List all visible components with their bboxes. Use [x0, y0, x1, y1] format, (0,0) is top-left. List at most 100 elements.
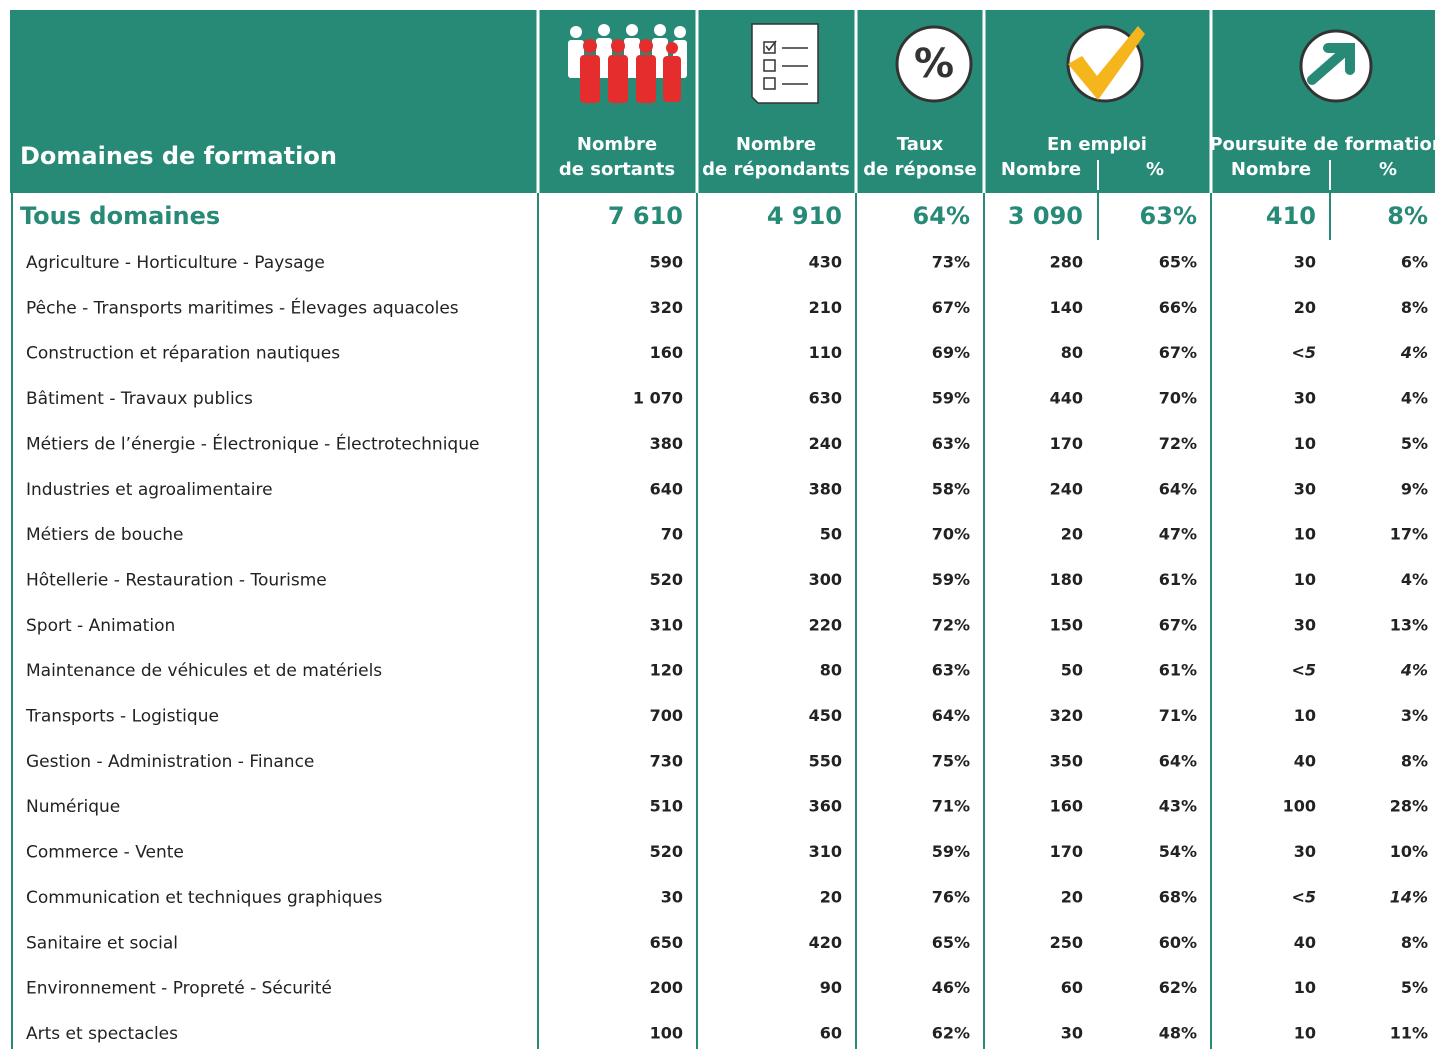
row-cell: 280	[1050, 253, 1083, 272]
row-label: Commerce - Vente	[26, 843, 184, 863]
row-cell: 3%	[1401, 706, 1428, 725]
row-cell: 64%	[932, 706, 970, 725]
row-label: Construction et réparation nautiques	[26, 344, 340, 364]
row-label: Environnement - Propreté - Sécurité	[26, 979, 332, 999]
row-cell: 75%	[932, 751, 970, 770]
icon-checklist	[751, 23, 819, 104]
row-cell: 14%	[1390, 887, 1428, 906]
row-cell: 70	[661, 525, 683, 544]
row-cell: 60	[820, 1023, 842, 1042]
row-cell: 160	[650, 343, 683, 362]
row-cell: 240	[1050, 479, 1083, 498]
row-cell: 10	[1294, 978, 1316, 997]
row-cell: 10	[1294, 1023, 1316, 1042]
row-cell: 66%	[1159, 298, 1197, 317]
row-cell: 54%	[1159, 842, 1197, 861]
row-label: Transports - Logistique	[25, 707, 219, 727]
row-cell: 58%	[932, 479, 970, 498]
icon-percent: %	[895, 25, 973, 103]
row-cell: 10	[1294, 525, 1316, 544]
row-cell: 59%	[932, 389, 970, 408]
row-cell: 30	[1294, 615, 1316, 634]
row-cell: 30	[1294, 842, 1316, 861]
row-cell: 63%	[932, 661, 970, 680]
row-cell: 30	[1294, 389, 1316, 408]
header-label: Nombre	[1001, 159, 1081, 180]
row-label: Hôtellerie - Restauration - Tourisme	[26, 570, 327, 590]
total-cell: 64%	[913, 202, 970, 230]
row-cell: 200	[650, 978, 683, 997]
header-label: de réponse	[863, 159, 976, 180]
row-cell: 20	[1061, 525, 1083, 544]
row-cell: 30	[1294, 253, 1316, 272]
row-cell: 80	[820, 661, 842, 680]
row-cell: 69%	[932, 343, 970, 362]
header-label: Nombre	[736, 134, 816, 155]
row-cell: 17%	[1390, 525, 1428, 544]
percent-glyph: %	[914, 41, 954, 87]
row-label: Métiers de bouche	[26, 525, 183, 545]
row-cell: 63%	[932, 434, 970, 453]
row-cell: 20	[820, 887, 842, 906]
row-cell: <5	[1291, 661, 1316, 680]
row-cell: 180	[1050, 570, 1083, 589]
row-cell: 40	[1294, 933, 1316, 952]
header-label: %	[1146, 159, 1164, 180]
row-cell: 68%	[1159, 887, 1197, 906]
header-bg	[10, 10, 1435, 193]
total-cell: 8%	[1387, 202, 1428, 230]
row-cell: 10	[1294, 706, 1316, 725]
row-cell: 100	[650, 1023, 683, 1042]
row-cell: 700	[650, 706, 683, 725]
row-cell: 8%	[1401, 933, 1428, 952]
row-cell: 520	[650, 842, 683, 861]
row-cell: 67%	[1159, 343, 1197, 362]
row-cell: 430	[809, 253, 842, 272]
row-cell: 1 070	[633, 389, 683, 408]
row-cell: 640	[650, 479, 683, 498]
header-dividers	[536, 10, 1331, 193]
row-cell: 90	[820, 978, 842, 997]
row-cell: 110	[809, 343, 842, 362]
row-cell: 170	[1050, 434, 1083, 453]
row-cell: 20	[1061, 887, 1083, 906]
row-cell: 8%	[1401, 298, 1428, 317]
row-cell: 170	[1050, 842, 1083, 861]
row-cell: 8%	[1401, 751, 1428, 770]
row-cell: 310	[809, 842, 842, 861]
row-cell: <5	[1291, 343, 1316, 362]
row-cell: 100	[1283, 797, 1316, 816]
row-cell: 210	[809, 298, 842, 317]
row-cell: 4%	[1401, 389, 1428, 408]
row-cell: 4%	[1400, 343, 1428, 362]
row-cell: 350	[1050, 751, 1083, 770]
total-cell: 410	[1266, 202, 1316, 230]
row-cell: 65%	[932, 933, 970, 952]
row-label: Gestion - Administration - Finance	[26, 752, 314, 772]
row-cell: 320	[650, 298, 683, 317]
icon-people	[568, 24, 687, 103]
row-cell: 20	[1294, 298, 1316, 317]
row-cell: 11%	[1390, 1023, 1428, 1042]
header-label: de sortants	[559, 159, 675, 180]
row-cell: 440	[1050, 389, 1083, 408]
row-cell: 71%	[1159, 706, 1197, 725]
row-cell: 65%	[1159, 253, 1197, 272]
row-cell: 5%	[1401, 978, 1428, 997]
row-cell: 450	[809, 706, 842, 725]
row-cell: 72%	[932, 615, 970, 634]
row-cell: 28%	[1390, 797, 1428, 816]
row-cell: 360	[809, 797, 842, 816]
header-label: Nombre	[577, 134, 657, 155]
row-cell: 380	[809, 479, 842, 498]
row-cell: 150	[1050, 615, 1083, 634]
row-cell: 70%	[932, 525, 970, 544]
row-cell: 10	[1294, 434, 1316, 453]
total-cell: 63%	[1140, 202, 1197, 230]
header-label: Nombre	[1231, 159, 1311, 180]
total-cell: 4 910	[767, 202, 842, 230]
row-cell: 60%	[1159, 933, 1197, 952]
row-cell: 300	[809, 570, 842, 589]
row-label: Arts et spectacles	[26, 1024, 178, 1044]
row-cell: 80	[1061, 343, 1083, 362]
